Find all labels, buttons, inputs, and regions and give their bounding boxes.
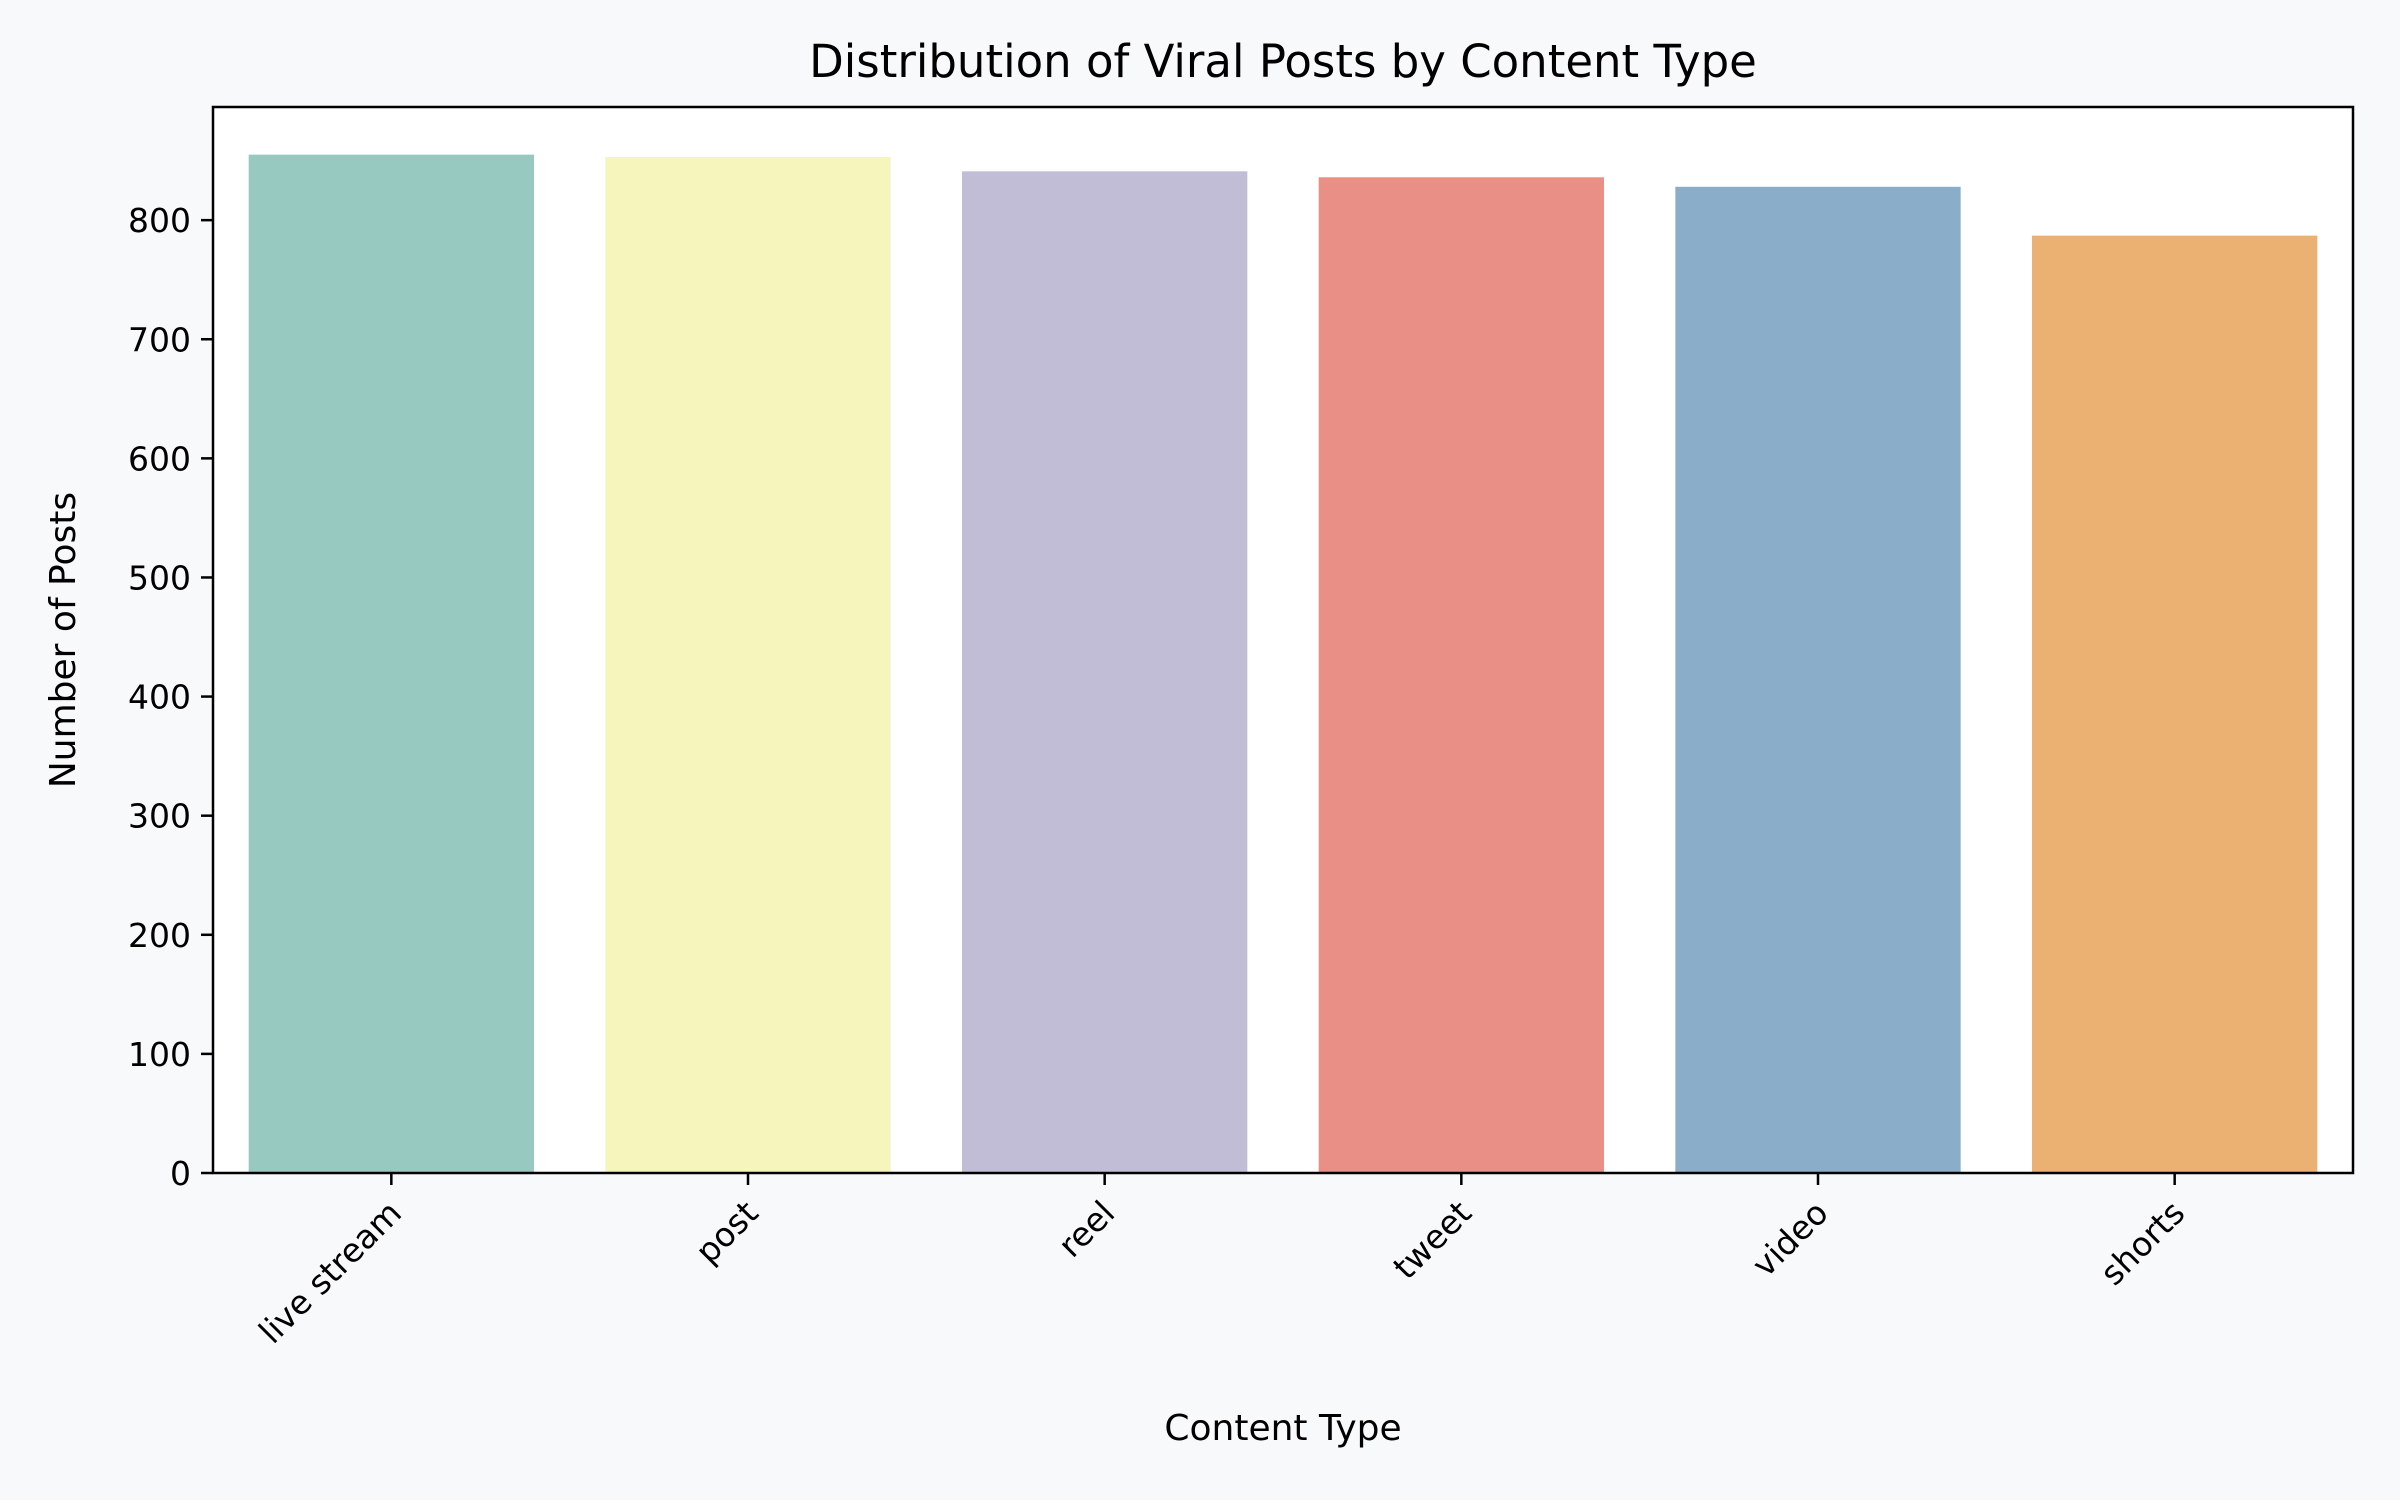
bars-layer xyxy=(248,154,2318,1173)
y-tick-label: 200 xyxy=(128,916,191,955)
chart-title: Distribution of Viral Posts by Content T… xyxy=(809,35,1757,88)
plot-area xyxy=(213,107,2353,1173)
y-tick-label: 0 xyxy=(170,1154,191,1193)
bar-shorts xyxy=(2032,235,2318,1173)
y-tick-label: 400 xyxy=(128,678,191,717)
bar-video xyxy=(1675,186,1961,1173)
y-tick-label: 100 xyxy=(128,1035,191,1074)
plot-frame xyxy=(211,105,2355,1175)
y-tick-label: 700 xyxy=(128,320,191,359)
y-tick-label: 500 xyxy=(128,558,191,597)
x-axis-label: Content Type xyxy=(1164,1408,1401,1449)
bar-reel xyxy=(962,171,1248,1173)
y-axis-label: Number of Posts xyxy=(43,492,84,788)
bar-live-stream xyxy=(248,154,534,1173)
y-tick-label: 600 xyxy=(128,439,191,478)
bar-tweet xyxy=(1318,177,1604,1173)
bar-post xyxy=(605,157,891,1173)
y-tick-label: 800 xyxy=(128,201,191,240)
y-tick-label: 300 xyxy=(128,797,191,836)
y-axis: 0 100 200 300 400 500 600 700 800 xyxy=(128,201,213,1193)
